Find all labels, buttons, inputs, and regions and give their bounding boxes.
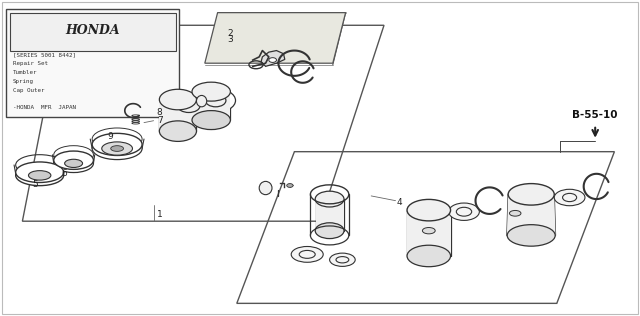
Text: Repair Set: Repair Set xyxy=(13,61,48,66)
Text: B-55-10: B-55-10 xyxy=(572,110,618,120)
Ellipse shape xyxy=(407,245,451,267)
Text: 2: 2 xyxy=(227,29,233,38)
Polygon shape xyxy=(261,51,285,66)
Polygon shape xyxy=(159,100,196,131)
Text: 7: 7 xyxy=(157,116,163,125)
Ellipse shape xyxy=(316,223,344,239)
Ellipse shape xyxy=(507,225,555,246)
Text: Tumbler: Tumbler xyxy=(13,70,37,75)
Text: 4: 4 xyxy=(397,198,403,207)
Text: [SERIES 5001 8442]: [SERIES 5001 8442] xyxy=(13,52,76,57)
Ellipse shape xyxy=(92,133,142,155)
Text: Cap Outer: Cap Outer xyxy=(13,88,44,93)
Text: -HONDA  MFR  JAPAN: -HONDA MFR JAPAN xyxy=(13,105,76,110)
Ellipse shape xyxy=(92,137,142,160)
Ellipse shape xyxy=(111,146,124,151)
Polygon shape xyxy=(192,92,230,120)
Ellipse shape xyxy=(291,246,323,262)
Bar xyxy=(10,13,176,51)
Text: Spring: Spring xyxy=(13,79,34,84)
Ellipse shape xyxy=(28,171,51,180)
Text: 3: 3 xyxy=(227,35,233,44)
Bar xyxy=(6,9,179,117)
Ellipse shape xyxy=(259,181,272,195)
Ellipse shape xyxy=(269,58,276,63)
Ellipse shape xyxy=(159,121,196,142)
Ellipse shape xyxy=(196,88,236,112)
Ellipse shape xyxy=(192,111,230,130)
Ellipse shape xyxy=(554,189,585,206)
Ellipse shape xyxy=(54,151,93,169)
Ellipse shape xyxy=(15,162,64,183)
Polygon shape xyxy=(507,194,556,235)
Polygon shape xyxy=(205,13,346,63)
Ellipse shape xyxy=(330,253,355,266)
Text: 9: 9 xyxy=(108,132,113,141)
Ellipse shape xyxy=(192,82,230,101)
Ellipse shape xyxy=(65,159,83,167)
Ellipse shape xyxy=(159,89,196,110)
Ellipse shape xyxy=(15,165,64,186)
Ellipse shape xyxy=(449,203,479,221)
Ellipse shape xyxy=(509,210,521,216)
Ellipse shape xyxy=(287,184,293,187)
Ellipse shape xyxy=(102,142,132,155)
Text: 1: 1 xyxy=(157,210,163,219)
Text: 6: 6 xyxy=(61,169,67,178)
Ellipse shape xyxy=(196,95,207,107)
Ellipse shape xyxy=(422,228,435,234)
Ellipse shape xyxy=(168,94,210,118)
Polygon shape xyxy=(316,199,344,231)
Ellipse shape xyxy=(407,199,451,221)
Polygon shape xyxy=(407,210,451,256)
Text: 8: 8 xyxy=(157,108,163,117)
Text: HONDA: HONDA xyxy=(65,23,120,37)
Text: 5: 5 xyxy=(33,180,38,189)
Ellipse shape xyxy=(316,191,344,207)
Ellipse shape xyxy=(54,154,93,173)
Ellipse shape xyxy=(508,184,554,205)
